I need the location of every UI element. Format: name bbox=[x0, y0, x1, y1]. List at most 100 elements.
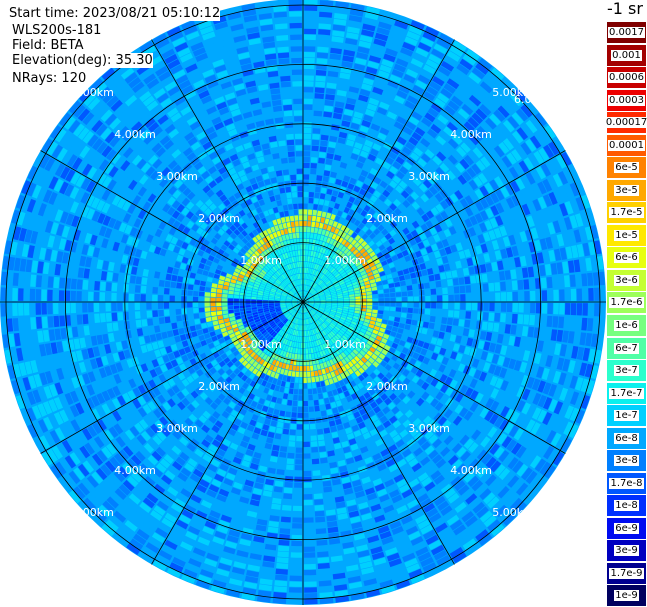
range-gate-cell bbox=[424, 164, 434, 174]
range-gate-cell bbox=[521, 402, 531, 415]
range-gate-cell bbox=[361, 119, 371, 128]
range-gate-cell bbox=[318, 290, 324, 294]
range-gate-cell bbox=[575, 393, 585, 408]
range-gate-cell bbox=[564, 405, 575, 420]
range-gate-cell bbox=[420, 401, 429, 411]
range-gate-cell bbox=[309, 280, 313, 286]
range-gate-cell bbox=[489, 217, 498, 229]
range-gate-cell bbox=[296, 312, 299, 318]
range-gate-cell bbox=[303, 517, 314, 523]
range-gate-cell bbox=[350, 246, 356, 253]
range-gate-cell bbox=[574, 180, 585, 195]
range-gate-cell bbox=[531, 184, 542, 197]
range-gate-cell bbox=[326, 302, 332, 304]
range-gate-cell bbox=[529, 135, 542, 149]
range-gate-cell bbox=[210, 458, 221, 468]
range-gate-cell bbox=[276, 320, 282, 325]
range-gate-cell bbox=[338, 259, 344, 265]
range-gate-cell bbox=[304, 569, 317, 576]
range-gate-cell bbox=[80, 400, 90, 412]
range-gate-cell bbox=[333, 154, 342, 162]
range-gate-cell bbox=[404, 100, 416, 110]
range-gate-cell bbox=[223, 281, 230, 286]
range-gate-cell bbox=[505, 183, 515, 196]
range-gate-cell bbox=[550, 235, 559, 248]
range-gate-cell bbox=[288, 340, 293, 347]
range-gate-cell bbox=[303, 52, 316, 58]
range-gate-cell bbox=[195, 395, 204, 405]
range-gate-cell bbox=[308, 300, 315, 302]
range-gate-cell bbox=[515, 219, 524, 231]
range-gate-cell bbox=[515, 482, 529, 496]
range-gate-cell bbox=[320, 331, 325, 337]
range-gate-cell bbox=[430, 206, 439, 216]
range-gate-cell bbox=[282, 338, 287, 344]
range-gate-cell bbox=[466, 257, 474, 267]
range-gate-cell bbox=[303, 511, 314, 517]
range-gate-cell bbox=[88, 302, 94, 313]
range-gate-cell bbox=[267, 407, 274, 414]
range-gate-cell bbox=[262, 367, 269, 374]
range-gate-cell bbox=[274, 372, 280, 379]
range-gate-cell bbox=[328, 219, 334, 226]
range-gate-cell bbox=[256, 299, 263, 302]
range-gate-cell bbox=[326, 515, 337, 522]
range-gate-cell bbox=[96, 334, 104, 345]
range-gate-cell bbox=[409, 90, 422, 100]
range-gate-cell bbox=[454, 189, 464, 200]
range-gate-cell bbox=[310, 317, 314, 323]
range-gate-cell bbox=[56, 251, 64, 263]
range-gate-cell bbox=[290, 552, 302, 558]
range-gate-cell bbox=[142, 327, 149, 336]
range-gate-cell bbox=[447, 286, 454, 294]
range-gate-cell bbox=[29, 288, 36, 301]
range-gate-cell bbox=[53, 412, 64, 426]
range-gate-cell bbox=[44, 248, 53, 261]
range-gate-cell bbox=[353, 355, 361, 362]
range-gate-cell bbox=[319, 586, 333, 593]
range-gate-cell bbox=[441, 279, 448, 287]
range-gate-cell bbox=[192, 302, 199, 308]
range-gate-cell bbox=[256, 595, 271, 603]
range-gate-cell bbox=[341, 232, 347, 239]
range-gate-cell bbox=[381, 96, 393, 105]
range-gate-cell bbox=[387, 79, 400, 89]
range-gate-cell bbox=[18, 362, 27, 377]
range-gate-cell bbox=[307, 209, 313, 216]
range-gate-cell bbox=[46, 448, 59, 463]
range-gate-cell bbox=[542, 412, 553, 426]
range-gate-cell bbox=[251, 457, 261, 465]
range-gate-cell bbox=[534, 112, 547, 127]
range-gate-cell bbox=[366, 258, 373, 264]
range-gate-cell bbox=[28, 215, 37, 229]
range-gate-cell bbox=[317, 562, 330, 570]
range-gate-cell bbox=[506, 152, 517, 165]
range-gate-cell bbox=[109, 474, 121, 487]
range-gate-cell bbox=[100, 482, 113, 495]
range-gate-cell bbox=[493, 365, 502, 377]
range-gate-cell bbox=[268, 300, 274, 302]
range-gate-cell bbox=[476, 283, 483, 293]
range-gate-cell bbox=[323, 336, 328, 342]
range-gate-cell bbox=[232, 327, 240, 333]
range-gate-cell bbox=[365, 360, 372, 368]
range-gate-cell bbox=[395, 536, 409, 546]
range-gate-cell bbox=[383, 53, 396, 63]
range-gate-cell bbox=[319, 307, 325, 311]
range-gate-cell bbox=[348, 291, 355, 295]
range-gate-cell bbox=[185, 384, 194, 393]
range-gate-cell bbox=[35, 232, 44, 246]
range-gate-cell bbox=[103, 429, 114, 442]
range-gate-cell bbox=[355, 435, 364, 443]
range-gate-cell bbox=[367, 60, 380, 69]
range-gate-cell bbox=[96, 392, 106, 405]
range-gate-cell bbox=[357, 549, 370, 558]
range-gate-cell bbox=[314, 277, 319, 283]
range-gate-cell bbox=[382, 264, 390, 271]
range-gate-cell bbox=[216, 525, 229, 534]
range-gate-cell bbox=[361, 566, 375, 575]
range-gate-cell bbox=[352, 281, 358, 286]
range-gate-cell bbox=[490, 91, 504, 104]
range-gate-cell bbox=[321, 261, 326, 267]
range-gate-cell bbox=[177, 275, 184, 283]
